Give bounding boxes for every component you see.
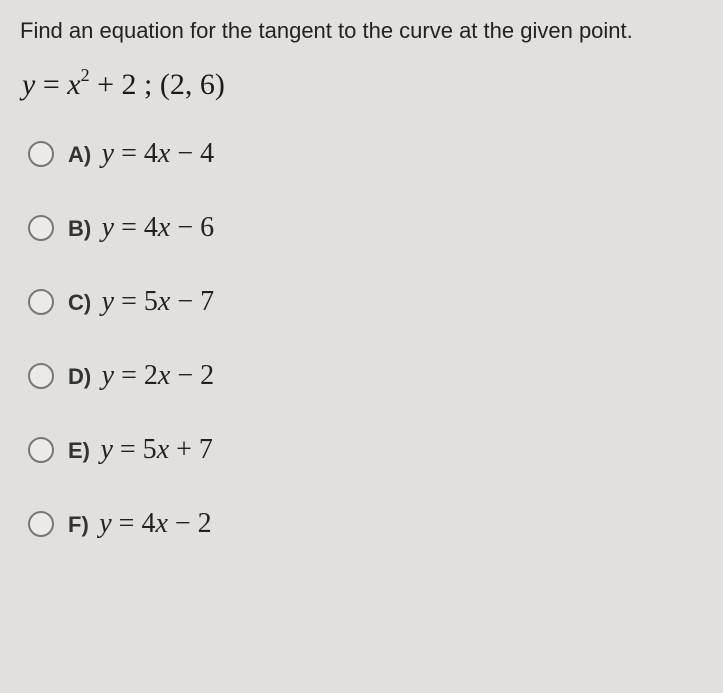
option-d[interactable]: D) y = 2x − 2 — [28, 360, 703, 392]
option-equation: y = 4x − 6 — [102, 212, 214, 243]
main-equation: y = x2 + 2 ; (2, 6) — [22, 68, 703, 100]
option-equation: y = 2x − 2 — [102, 360, 214, 391]
option-label: B) — [68, 216, 91, 241]
option-label: C) — [68, 290, 91, 315]
option-c[interactable]: C) y = 5x − 7 — [28, 286, 703, 318]
option-label: A) — [68, 142, 91, 167]
radio-icon[interactable] — [28, 289, 54, 315]
radio-icon[interactable] — [28, 437, 54, 463]
option-b[interactable]: B) y = 4x − 6 — [28, 212, 703, 244]
option-label: E) — [68, 438, 90, 463]
option-a[interactable]: A) y = 4x − 4 — [28, 138, 703, 170]
option-equation: y = 5x + 7 — [100, 434, 212, 465]
radio-icon[interactable] — [28, 141, 54, 167]
option-label: F) — [68, 512, 89, 537]
question-text: Find an equation for the tangent to the … — [20, 18, 703, 44]
radio-icon[interactable] — [28, 363, 54, 389]
option-f[interactable]: F) y = 4x − 2 — [28, 508, 703, 540]
option-equation: y = 5x − 7 — [102, 286, 214, 317]
option-label: D) — [68, 364, 91, 389]
option-e[interactable]: E) y = 5x + 7 — [28, 434, 703, 466]
option-equation: y = 4x − 4 — [102, 138, 214, 169]
options-group: A) y = 4x − 4 B) y = 4x − 6 C) y = 5x − … — [20, 138, 703, 582]
radio-icon[interactable] — [28, 215, 54, 241]
option-equation: y = 4x − 2 — [99, 508, 211, 539]
radio-icon[interactable] — [28, 511, 54, 537]
